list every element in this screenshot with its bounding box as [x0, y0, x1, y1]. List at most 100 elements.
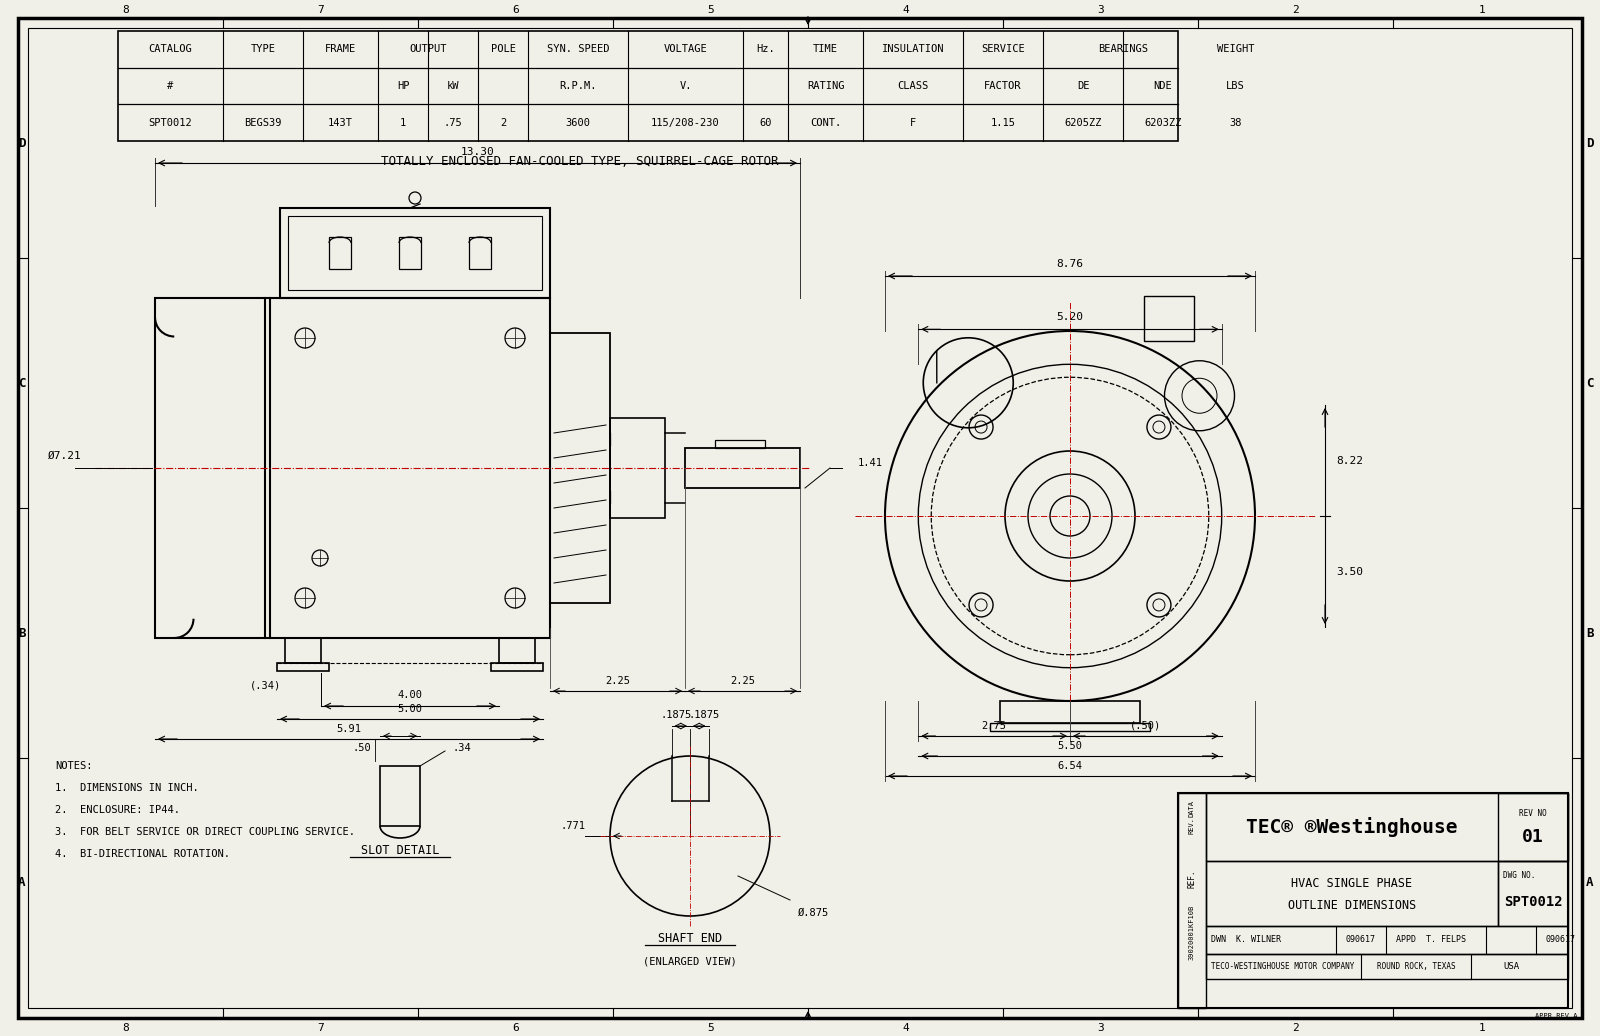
Text: FRAME: FRAME	[325, 45, 357, 54]
Text: .75: .75	[443, 118, 462, 127]
Bar	[1206, 954, 1568, 979]
Text: 6: 6	[512, 5, 518, 15]
Text: 6205ZZ: 6205ZZ	[1064, 118, 1102, 127]
Text: .1875: .1875	[661, 710, 691, 720]
Text: 3600: 3600	[565, 118, 590, 127]
Text: 4: 4	[902, 5, 909, 15]
Bar	[280, 208, 550, 298]
Text: 01: 01	[1522, 828, 1544, 846]
Text: 115/208-230: 115/208-230	[651, 118, 720, 127]
Text: #: #	[168, 81, 174, 91]
Text: TECO-WESTINGHOUSE MOTOR COMPANY: TECO-WESTINGHOUSE MOTOR COMPANY	[1211, 962, 1354, 971]
Bar	[550, 333, 610, 603]
Text: D: D	[18, 137, 26, 149]
Text: 2.75: 2.75	[982, 721, 1006, 731]
Text: SYN. SPEED: SYN. SPEED	[547, 45, 610, 54]
Text: 2: 2	[1293, 1023, 1299, 1033]
Text: (ENLARGED VIEW): (ENLARGED VIEW)	[643, 956, 738, 966]
Text: 6: 6	[512, 1023, 518, 1033]
Text: 4.  BI-DIRECTIONAL ROTATION.: 4. BI-DIRECTIONAL ROTATION.	[54, 848, 230, 859]
Bar	[1178, 793, 1206, 1008]
Text: 3: 3	[1098, 5, 1104, 15]
Text: 8.22: 8.22	[1336, 456, 1363, 465]
Text: 38: 38	[1229, 118, 1242, 127]
Text: 143T: 143T	[328, 118, 354, 127]
Bar	[469, 237, 491, 269]
Text: SPT0012: SPT0012	[1504, 894, 1562, 909]
Text: 7: 7	[317, 5, 323, 15]
Text: USA: USA	[1502, 962, 1518, 971]
Text: TIME: TIME	[813, 45, 838, 54]
Text: REF.: REF.	[1187, 870, 1197, 888]
Text: .771: .771	[560, 821, 586, 831]
Bar	[499, 638, 534, 663]
Text: Ø7.21: Ø7.21	[48, 451, 82, 461]
Text: OUTLINE DIMENSIONS: OUTLINE DIMENSIONS	[1288, 898, 1416, 912]
Text: 3: 3	[1098, 1023, 1104, 1033]
Text: NOTES:: NOTES:	[54, 761, 93, 771]
Text: APPD  T. FELPS: APPD T. FELPS	[1395, 936, 1466, 945]
Text: kW: kW	[446, 81, 459, 91]
Text: SLOT DETAIL: SLOT DETAIL	[362, 844, 438, 858]
Text: 1: 1	[400, 118, 406, 127]
Text: LBS: LBS	[1226, 81, 1245, 91]
Text: TOTALLY ENCLOSED FAN-COOLED TYPE, SQUIRREL-CAGE ROTOR: TOTALLY ENCLOSED FAN-COOLED TYPE, SQUIRR…	[381, 154, 779, 168]
Bar	[610, 418, 666, 518]
Bar	[330, 237, 350, 269]
Bar	[155, 298, 266, 638]
Text: BEGS39: BEGS39	[245, 118, 282, 127]
Text: RATING: RATING	[806, 81, 845, 91]
Text: 5.20: 5.20	[1056, 312, 1083, 322]
Text: V.: V.	[680, 81, 691, 91]
Text: D: D	[1586, 137, 1594, 149]
Bar	[288, 215, 542, 290]
Text: HP: HP	[397, 81, 410, 91]
Text: SHAFT END: SHAFT END	[658, 931, 722, 945]
Text: REV NO: REV NO	[1518, 809, 1547, 817]
Text: 5.50: 5.50	[1058, 741, 1083, 751]
Text: A: A	[18, 876, 26, 890]
Text: (.34): (.34)	[250, 681, 280, 691]
Text: TEC® ®Westinghouse: TEC® ®Westinghouse	[1246, 817, 1458, 837]
Text: B: B	[1586, 627, 1594, 639]
Bar	[1144, 296, 1194, 341]
Text: 5.91: 5.91	[336, 724, 362, 733]
Text: WEIGHT: WEIGHT	[1216, 45, 1254, 54]
Text: 2.25: 2.25	[730, 677, 755, 686]
Text: 7: 7	[317, 1023, 323, 1033]
Text: 5: 5	[707, 1023, 714, 1033]
Text: .1875: .1875	[688, 710, 720, 720]
Text: ROUND ROCK, TEXAS: ROUND ROCK, TEXAS	[1376, 962, 1456, 971]
Text: 6203ZZ: 6203ZZ	[1144, 118, 1182, 127]
Bar	[1178, 793, 1568, 1008]
Text: POLE: POLE	[491, 45, 515, 54]
Text: 8.76: 8.76	[1056, 259, 1083, 269]
Text: 5: 5	[707, 5, 714, 15]
Text: REV.: REV.	[1189, 816, 1195, 834]
Text: FACTOR: FACTOR	[984, 81, 1022, 91]
Text: 60: 60	[760, 118, 771, 127]
Text: Ø.875: Ø.875	[798, 908, 829, 918]
Text: 090617: 090617	[1546, 936, 1576, 945]
Text: 4: 4	[902, 1023, 909, 1033]
Text: TYPE: TYPE	[251, 45, 275, 54]
Bar	[491, 663, 542, 671]
Text: 13.30: 13.30	[461, 147, 494, 157]
Text: SPT0012: SPT0012	[149, 118, 192, 127]
Text: 8: 8	[122, 5, 130, 15]
Text: 3.50: 3.50	[1336, 567, 1363, 576]
Text: C: C	[1586, 376, 1594, 390]
Text: 3.  FOR BELT SERVICE OR DIRECT COUPLING SERVICE.: 3. FOR BELT SERVICE OR DIRECT COUPLING S…	[54, 827, 355, 837]
Bar	[285, 638, 322, 663]
Text: A: A	[1586, 876, 1594, 890]
Text: 2.  ENCLOSURE: IP44.: 2. ENCLOSURE: IP44.	[54, 805, 181, 815]
Text: 2.25: 2.25	[605, 677, 630, 686]
Text: CONT.: CONT.	[810, 118, 842, 127]
Bar	[1498, 793, 1568, 861]
Bar	[1206, 926, 1568, 954]
Text: Hz.: Hz.	[757, 45, 774, 54]
Text: CLASS: CLASS	[898, 81, 928, 91]
Text: 8: 8	[122, 1023, 130, 1033]
Text: BEARINGS: BEARINGS	[1098, 45, 1149, 54]
Text: 1.41: 1.41	[858, 458, 883, 468]
